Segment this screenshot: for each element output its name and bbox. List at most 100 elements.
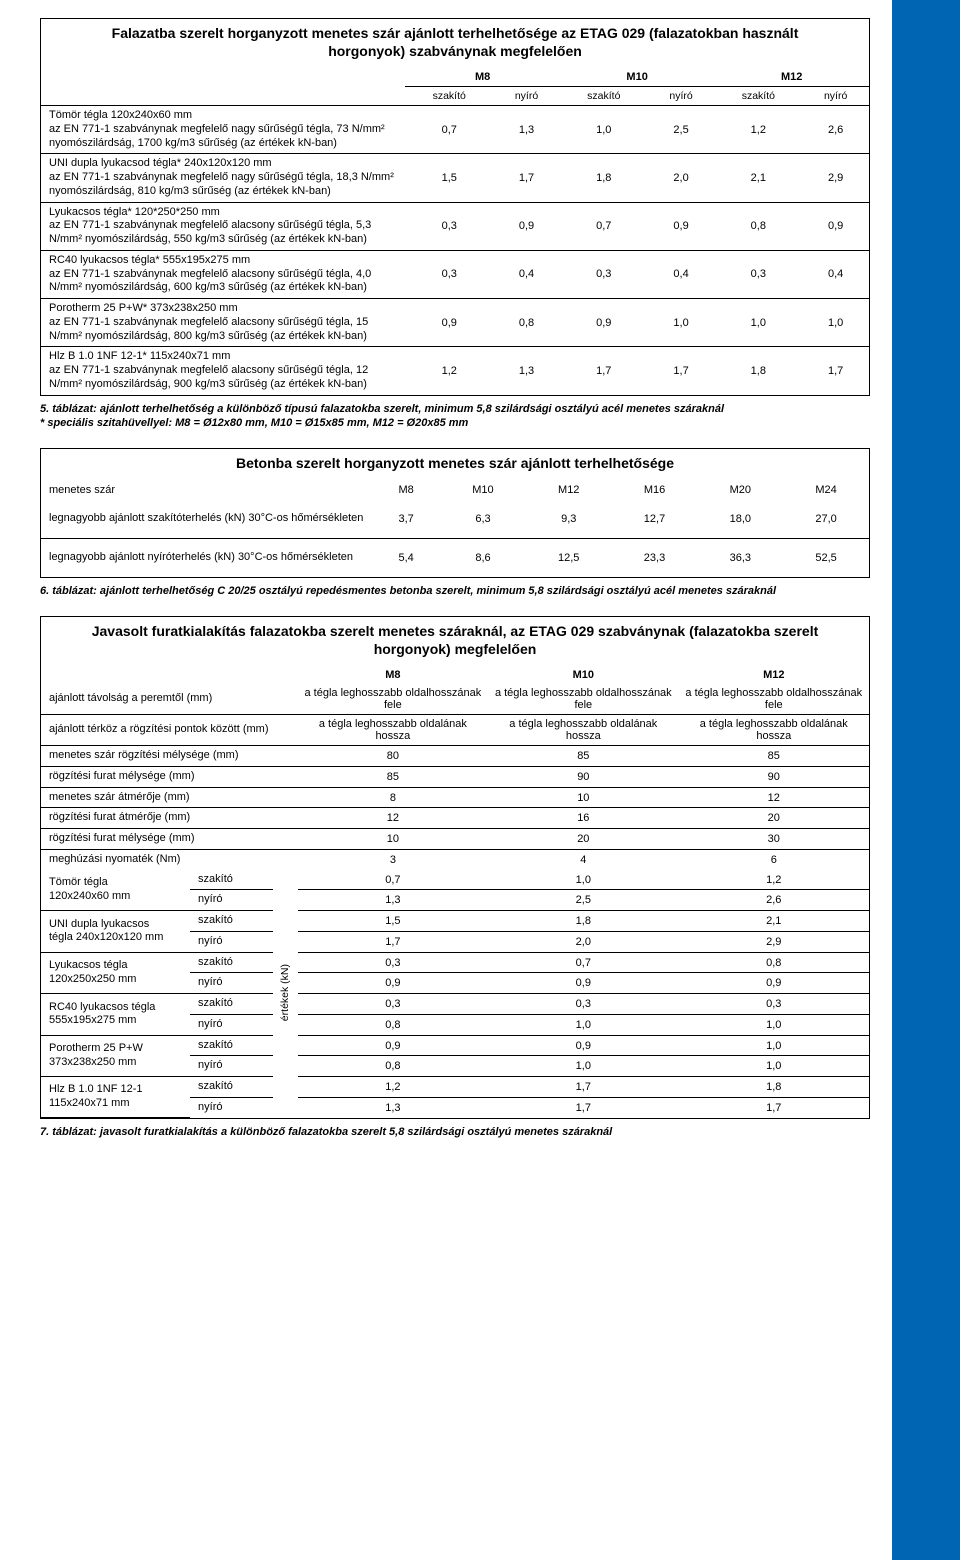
table-row: legnagyobb ajánlott nyíróterhelés (kN) 3…	[41, 539, 869, 577]
cell-value: 1,0	[648, 299, 715, 347]
cell-value: 0,9	[298, 973, 488, 994]
cell-value: 1,2	[298, 1077, 488, 1098]
cell-value: 80	[298, 746, 488, 767]
cell-value: 1,3	[493, 347, 560, 395]
cell-value: 1,0	[802, 299, 869, 347]
cell-value: 10	[298, 829, 488, 850]
cell-value: 1,7	[488, 1097, 678, 1117]
cell-value: 0,3	[405, 250, 493, 298]
sub-label: nyíró	[190, 1014, 273, 1035]
cell-value: 10	[488, 787, 678, 808]
cell-value: 20	[488, 829, 678, 850]
cell-value: 1,0	[679, 1056, 869, 1077]
cell-value: 1,3	[298, 890, 488, 911]
cell-value: 1,0	[714, 299, 802, 347]
cell-value: 9,3	[526, 500, 612, 538]
cell-value: 8	[298, 787, 488, 808]
cell-value: 1,3	[298, 1097, 488, 1117]
cell-value: 1,2	[714, 106, 802, 154]
group-label: Lyukacsos tégla120x250x250 mm	[41, 952, 190, 994]
cell-value: 12	[298, 808, 488, 829]
cell-value: 0,9	[488, 1035, 678, 1056]
row-desc: legnagyobb ajánlott nyíróterhelés (kN) 3…	[41, 539, 372, 577]
row-desc: rögzítési furat mélysége (mm)	[41, 829, 298, 850]
table-row: UNI dupla lyukacsostégla 240x120x120 mms…	[41, 911, 869, 932]
table-row: RC40 lyukacsos tégla555x195x275 mmszakít…	[41, 994, 869, 1015]
sub-label: szakító	[190, 911, 273, 932]
cell-value: 0,4	[493, 250, 560, 298]
table1-box: Falazatba szerelt horganyzott menetes sz…	[40, 18, 870, 396]
table-row: Tömör tégla120x240x60 mmszakítóértékek (…	[41, 870, 869, 890]
cell-value: 0,8	[679, 952, 869, 973]
sub-label: nyíró	[190, 890, 273, 911]
row-desc: ajánlott térköz a rögzítési pontok közöt…	[41, 715, 298, 746]
table-row: meghúzási nyomaték (Nm)346	[41, 849, 869, 869]
cell-value: 2,1	[679, 911, 869, 932]
table3-box: Javasolt furatkialakítás falazatokba sze…	[40, 616, 870, 1119]
cell-value: 2,1	[714, 154, 802, 202]
cell-value: 12,7	[612, 500, 698, 538]
cell-value: 1,0	[679, 1014, 869, 1035]
row-desc: rögzítési furat átmérője (mm)	[41, 808, 298, 829]
cell-value: 2,5	[488, 890, 678, 911]
cell-value: 4	[488, 849, 678, 869]
cell-value: 0,7	[298, 870, 488, 890]
cell-value: 1,0	[488, 1056, 678, 1077]
table1: M8 M10 M12 szakító nyíró szakító nyíró s…	[41, 68, 869, 395]
cell-value: 0,9	[488, 973, 678, 994]
cell-value: 1,0	[488, 1014, 678, 1035]
table3-header-row: M8 M10 M12	[41, 666, 869, 684]
sub-label: nyíró	[190, 1056, 273, 1077]
table-row: Hlz B 1.0 1NF 12-1115x240x71 mmszakító1,…	[41, 1077, 869, 1098]
cell-value: a tégla leghosszabb oldalának hossza	[679, 715, 869, 746]
table-row: ajánlott távolság a peremtől (mm)a tégla…	[41, 684, 869, 715]
cell-value: a tégla leghosszabb oldalhosszának fele	[679, 684, 869, 715]
row-desc: rögzítési furat mélysége (mm)	[41, 766, 298, 787]
table-row: rögzítési furat mélysége (mm)859090	[41, 766, 869, 787]
cell-value: 36,3	[697, 539, 783, 577]
row-desc: menetes szár átmérője (mm)	[41, 787, 298, 808]
cell-value: 12,5	[526, 539, 612, 577]
cell-value: 1,8	[488, 911, 678, 932]
cell-value: 23,3	[612, 539, 698, 577]
table2-caption: 6. táblázat: ajánlott terhelhetőség C 20…	[40, 582, 870, 598]
cell-value: 1,7	[679, 1097, 869, 1117]
vertical-label: értékek (kN)	[279, 964, 291, 1021]
table-row: UNI dupla lyukacsod tégla* 240x120x120 m…	[41, 154, 869, 202]
cell-value: 6,3	[440, 500, 526, 538]
group-label: Tömör tégla120x240x60 mm	[41, 870, 190, 911]
row-desc: legnagyobb ajánlott szakítóterhelés (kN)…	[41, 500, 372, 538]
table-row: legnagyobb ajánlott szakítóterhelés (kN)…	[41, 500, 869, 538]
cell-value: 0,3	[298, 994, 488, 1015]
cell-value: 0,3	[298, 952, 488, 973]
cell-value: 3	[298, 849, 488, 869]
sub-label: szakító	[190, 1077, 273, 1098]
page-content: Falazatba szerelt horganyzott menetes sz…	[0, 0, 892, 1560]
group-label: Porotherm 25 P+W373x238x250 mm	[41, 1035, 190, 1077]
cell-value: 0,7	[488, 952, 678, 973]
table2-title: Betonba szerelt horganyzott menetes szár…	[41, 449, 869, 481]
cell-value: 85	[488, 746, 678, 767]
cell-value: 6	[679, 849, 869, 869]
cell-value: 1,0	[488, 870, 678, 890]
cell-value: 8,6	[440, 539, 526, 577]
cell-value: 1,0	[679, 1035, 869, 1056]
cell-value: 0,4	[802, 250, 869, 298]
table-row: ajánlott térköz a rögzítési pontok közöt…	[41, 715, 869, 746]
table-row: rögzítési furat átmérője (mm)121620	[41, 808, 869, 829]
row-desc: UNI dupla lyukacsod tégla* 240x120x120 m…	[41, 154, 405, 202]
cell-value: 0,8	[714, 202, 802, 250]
sub-label: nyíró	[190, 1097, 273, 1117]
table3: M8 M10 M12 ajánlott távolság a peremtől …	[41, 666, 869, 1118]
table-row: Tömör tégla 120x240x60 mmaz EN 771-1 sza…	[41, 106, 869, 154]
cell-value: 0,3	[679, 994, 869, 1015]
cell-value: a tégla leghosszabb oldalának hossza	[298, 715, 488, 746]
cell-value: 0,3	[560, 250, 648, 298]
row-desc: Porotherm 25 P+W* 373x238x250 mmaz EN 77…	[41, 299, 405, 347]
cell-value: 85	[679, 746, 869, 767]
table3-caption: 7. táblázat: javasolt furatkialakítás a …	[40, 1123, 870, 1139]
cell-value: 5,4	[372, 539, 440, 577]
sub-label: nyíró	[190, 931, 273, 952]
group-label: RC40 lyukacsos tégla555x195x275 mm	[41, 994, 190, 1036]
cell-value: 0,8	[298, 1014, 488, 1035]
